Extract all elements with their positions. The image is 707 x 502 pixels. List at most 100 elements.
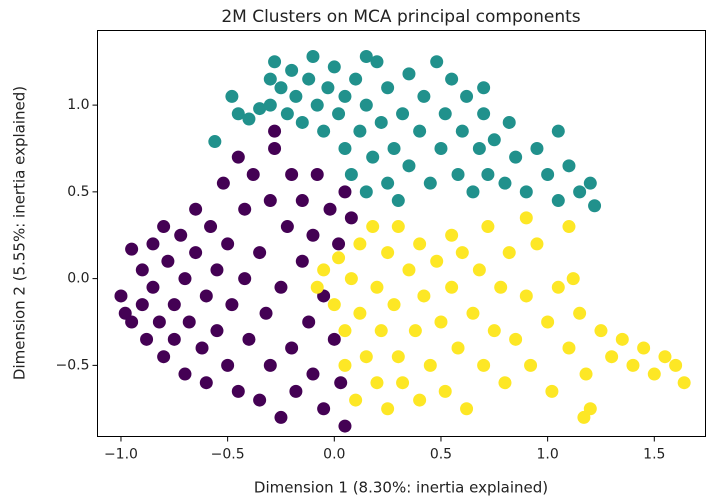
point bbox=[242, 332, 256, 346]
point bbox=[381, 176, 395, 190]
point bbox=[460, 89, 474, 103]
point bbox=[451, 168, 465, 182]
point bbox=[509, 150, 523, 164]
point bbox=[140, 332, 154, 346]
point bbox=[573, 306, 587, 320]
point bbox=[263, 98, 277, 112]
x-tick-label: −1.0 bbox=[104, 447, 138, 463]
point bbox=[477, 107, 491, 121]
point bbox=[114, 289, 128, 303]
point bbox=[391, 194, 405, 208]
point bbox=[310, 98, 324, 112]
point bbox=[519, 185, 533, 199]
point bbox=[253, 102, 267, 116]
point bbox=[274, 410, 288, 424]
point bbox=[334, 376, 348, 390]
point bbox=[125, 315, 139, 329]
point bbox=[374, 115, 388, 129]
point bbox=[332, 237, 346, 251]
point bbox=[487, 324, 501, 338]
point bbox=[588, 199, 602, 213]
point bbox=[562, 341, 576, 355]
point bbox=[677, 376, 691, 390]
point bbox=[487, 133, 501, 147]
point bbox=[221, 358, 235, 372]
point bbox=[387, 298, 401, 312]
point bbox=[310, 168, 324, 182]
point bbox=[455, 246, 469, 260]
point bbox=[189, 246, 203, 260]
point bbox=[268, 55, 282, 69]
point bbox=[146, 280, 160, 294]
point bbox=[502, 115, 516, 129]
point bbox=[231, 107, 245, 121]
point bbox=[167, 298, 181, 312]
point bbox=[466, 185, 480, 199]
point bbox=[498, 376, 512, 390]
point bbox=[423, 176, 437, 190]
x-tick-label: 1.0 bbox=[537, 447, 559, 463]
point bbox=[430, 55, 444, 69]
point bbox=[225, 298, 239, 312]
point bbox=[310, 280, 324, 294]
point bbox=[349, 72, 363, 86]
point bbox=[366, 220, 380, 234]
point bbox=[438, 107, 452, 121]
point bbox=[466, 306, 480, 320]
point bbox=[417, 89, 431, 103]
point bbox=[135, 298, 149, 312]
point bbox=[161, 254, 175, 268]
point bbox=[274, 280, 288, 294]
x-tick-label: 1.5 bbox=[643, 447, 665, 463]
point bbox=[530, 141, 544, 155]
point bbox=[434, 315, 448, 329]
point bbox=[562, 220, 576, 234]
point bbox=[551, 124, 565, 138]
point bbox=[327, 298, 341, 312]
point bbox=[402, 159, 416, 173]
point bbox=[306, 228, 320, 242]
x-tick-label: −0.5 bbox=[211, 447, 245, 463]
point bbox=[519, 289, 533, 303]
point bbox=[238, 272, 252, 286]
point bbox=[669, 358, 683, 372]
point bbox=[445, 72, 459, 86]
x-axis-label: Dimension 1 (8.30%: inertia explained) bbox=[254, 479, 548, 497]
point bbox=[498, 176, 512, 190]
point bbox=[338, 419, 352, 433]
point bbox=[359, 98, 373, 112]
point bbox=[541, 315, 555, 329]
point bbox=[481, 168, 495, 182]
point bbox=[658, 350, 672, 364]
point bbox=[135, 263, 149, 277]
point bbox=[530, 237, 544, 251]
y-tick-label: 1.0 bbox=[67, 97, 89, 113]
point bbox=[199, 376, 213, 390]
point bbox=[413, 237, 427, 251]
point bbox=[370, 280, 384, 294]
y-tick-label: 0.5 bbox=[67, 184, 89, 200]
point bbox=[338, 141, 352, 155]
point bbox=[387, 141, 401, 155]
point bbox=[434, 141, 448, 155]
point bbox=[626, 358, 640, 372]
point bbox=[327, 60, 341, 74]
chart-title: 2M Clusters on MCA principal components bbox=[221, 7, 580, 27]
point bbox=[182, 315, 196, 329]
point bbox=[208, 135, 222, 149]
y-tick-label: −0.5 bbox=[56, 357, 90, 373]
point bbox=[302, 72, 316, 86]
point bbox=[327, 332, 341, 346]
point bbox=[259, 306, 273, 320]
point bbox=[353, 237, 367, 251]
point bbox=[323, 202, 337, 216]
y-tick-label: 0.0 bbox=[67, 271, 89, 287]
point bbox=[445, 228, 459, 242]
point bbox=[541, 168, 555, 182]
point bbox=[157, 350, 171, 364]
point bbox=[268, 141, 282, 155]
point bbox=[285, 63, 299, 77]
point bbox=[579, 367, 593, 381]
point bbox=[246, 168, 260, 182]
point bbox=[321, 81, 335, 95]
